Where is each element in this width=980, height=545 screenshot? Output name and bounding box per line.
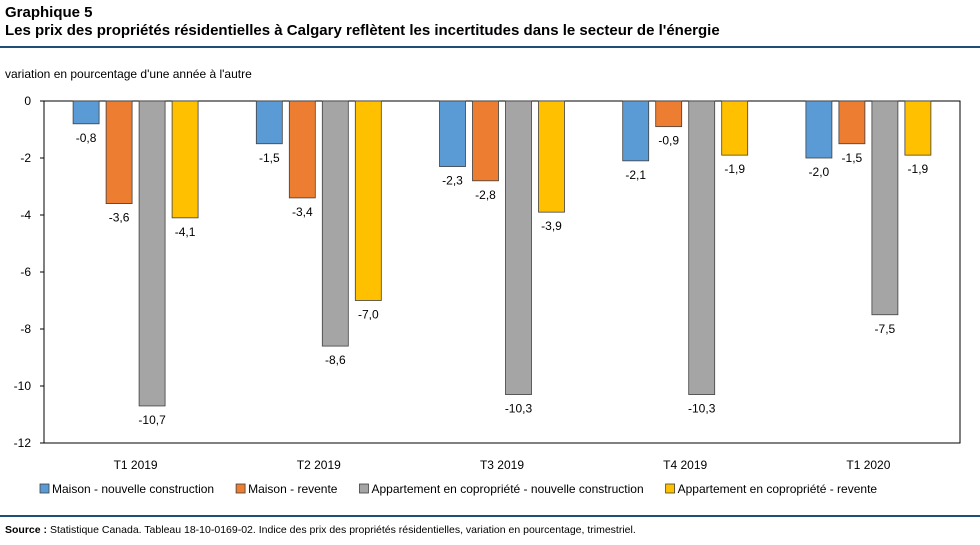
- y-tick-label: -12: [14, 436, 32, 450]
- data-label: -2,1: [625, 168, 646, 182]
- legend-swatch: [39, 483, 50, 494]
- data-label: -4,1: [175, 225, 196, 239]
- legend-swatch: [359, 483, 369, 494]
- data-label: -1,9: [724, 162, 745, 176]
- y-tick-label: -2: [20, 151, 31, 165]
- x-tick-label: T1 2020: [846, 458, 890, 472]
- bar: [904, 100, 932, 156]
- bar: [472, 100, 499, 182]
- bar: [688, 100, 716, 395]
- legend-label: Maison - nouvelle construction: [52, 482, 214, 496]
- bar: [538, 100, 565, 213]
- chart-header: Graphique 5 Les prix des propriétés rési…: [5, 4, 975, 40]
- bar-chart: 0 -2 -4 -6 -8 -10 -12 -0,8 -3,6 -10,7 -4,1 T1 2019 -…: [14, 94, 961, 496]
- y-tick-label: -8: [20, 322, 31, 336]
- data-label: -3,9: [541, 219, 562, 233]
- source-label: Source :: [5, 524, 48, 536]
- x-tick-label: T1 2019: [114, 458, 158, 472]
- data-label: -10,7: [138, 413, 166, 427]
- bar: [505, 100, 532, 395]
- data-label: -0,9: [658, 134, 679, 148]
- x-tick-label: T2 2019: [297, 458, 341, 472]
- bar: [805, 100, 833, 159]
- header-rule: [0, 46, 980, 48]
- data-label: -1,5: [259, 151, 280, 165]
- chart-title: Les prix des propriétés résidentielles à…: [5, 22, 720, 39]
- bar: [72, 100, 100, 125]
- y-tick-label: 0: [24, 94, 31, 108]
- graph-number: Graphique 5: [5, 4, 93, 21]
- legend-swatch: [235, 483, 246, 494]
- y-tick-label: -10: [14, 379, 32, 393]
- data-label: -3,4: [292, 205, 313, 219]
- data-label: -10,3: [688, 402, 716, 416]
- x-tick-label: T3 2019: [480, 458, 524, 472]
- bar: [622, 100, 650, 162]
- data-label: -2,8: [475, 188, 496, 202]
- bar: [439, 100, 466, 167]
- bar: [655, 100, 683, 128]
- legend-label: Appartement en copropriété - revente: [678, 482, 878, 496]
- y-tick-label: -4: [20, 208, 31, 222]
- bar: [138, 100, 166, 407]
- bar: [171, 100, 199, 219]
- data-label: -1,5: [842, 151, 863, 165]
- bar: [871, 100, 899, 316]
- bar: [721, 100, 749, 156]
- data-label: -7,5: [875, 322, 896, 336]
- bar: [838, 100, 866, 145]
- data-label: -8,6: [325, 353, 346, 367]
- data-label: -7,0: [358, 308, 379, 322]
- bar: [354, 100, 382, 301]
- source-note: Source : Statistique Canada. Tableau 18-…: [5, 524, 636, 536]
- footer-rule: [0, 515, 980, 517]
- bar: [288, 100, 316, 199]
- y-tick-label: -6: [20, 265, 31, 279]
- data-label: -3,6: [109, 211, 130, 225]
- bar: [105, 100, 133, 204]
- data-label: -0,8: [76, 131, 97, 145]
- data-label: -1,9: [908, 162, 929, 176]
- bar: [321, 100, 349, 347]
- legend-label: Maison - revente: [248, 482, 338, 496]
- legend-swatch: [665, 483, 676, 494]
- y-axis-label: variation en pourcentage d'une année à l…: [5, 67, 252, 81]
- data-label: -2,3: [442, 174, 463, 188]
- bar: [255, 100, 283, 145]
- source-text: Statistique Canada. Tableau 18-10-0169-0…: [49, 524, 636, 536]
- x-tick-label: T4 2019: [663, 458, 707, 472]
- data-label: -10,3: [505, 402, 533, 416]
- legend-label: Appartement en copropriété - nouvelle co…: [371, 482, 643, 496]
- data-label: -2,0: [809, 165, 830, 179]
